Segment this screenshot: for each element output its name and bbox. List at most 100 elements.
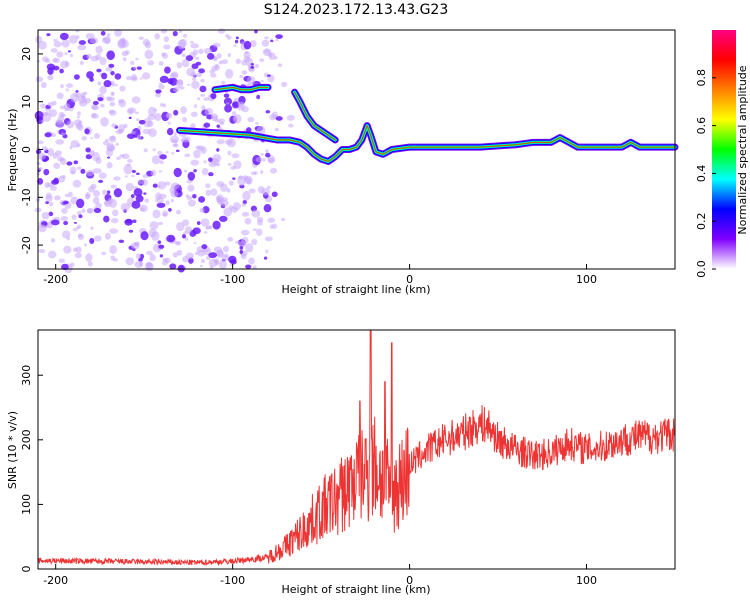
spectrogram-noise-blob — [73, 74, 80, 80]
spectrogram-noise-blob — [256, 94, 261, 100]
spectrogram-noise-blob — [263, 72, 269, 78]
spectrogram-noise-blob — [111, 83, 115, 87]
spectrogram-y-ticks: -20 -10 0 10 20 — [20, 47, 43, 254]
spectrogram-noise-blob — [53, 38, 58, 42]
spectrogram-noise-blob — [78, 120, 83, 124]
spectrogram-noise-blob — [78, 40, 86, 46]
spectrogram-noise-blob — [84, 128, 90, 135]
spectrogram-noise-blob — [201, 167, 209, 176]
spectrogram-noise-blob — [241, 106, 249, 113]
spectrogram-noise-blob — [288, 123, 294, 128]
spectrogram-noise-blob — [103, 80, 112, 88]
spectrogram-noise-blob — [59, 158, 67, 166]
spectrogram-noise-blob — [92, 100, 99, 106]
spectrogram-noise-blob — [89, 237, 95, 244]
spectrogram-noise-blob — [111, 91, 115, 95]
spectrogram-noise-blob — [208, 157, 213, 163]
spectrogram-noise-blob — [138, 119, 146, 125]
spectrogram-noise-blob — [58, 111, 65, 118]
spectrogram-noise-blob — [154, 33, 161, 40]
spectrogram-noise-blob — [51, 179, 59, 185]
spectrogram-noise-blob — [189, 40, 194, 44]
spectrogram-noise-blob — [208, 172, 214, 177]
spectrogram-noise-blob — [55, 139, 65, 145]
colorbar-tick-label: 0.2 — [695, 212, 708, 230]
spectrogram-y-tick-label: 10 — [20, 95, 33, 109]
spectrogram-noise-blob — [135, 118, 140, 121]
spectrogram-noise-blob — [267, 157, 275, 163]
spectrogram-noise-blob — [176, 249, 183, 256]
spectrogram-noise-blob — [261, 188, 271, 196]
snr-y-tick-label: 300 — [20, 365, 33, 386]
spectrogram-noise-blob — [201, 244, 208, 250]
spectrogram-noise-blob — [121, 50, 129, 57]
spectrogram-noise-blob — [195, 145, 202, 150]
spectrogram-noise-blob — [235, 240, 241, 244]
spectrogram-noise-blob — [109, 228, 119, 234]
spectrogram-noise-blob — [214, 64, 220, 71]
spectrogram-x-axis-label: Height of straight line (km) — [281, 283, 430, 296]
spectrogram-noise-blob — [144, 198, 149, 203]
spectrogram-noise-blob — [260, 170, 264, 175]
spectrogram-noise-blob — [172, 30, 178, 37]
spectrogram-noise-blob — [101, 37, 111, 44]
spectrogram-noise-blob — [63, 245, 72, 254]
spectrogram-noise-blob — [123, 164, 133, 175]
spectrogram-noise-blob — [83, 243, 88, 247]
spectrogram-tone-trace — [179, 125, 676, 162]
spectrogram-noise-blob — [144, 262, 154, 272]
colorbar-tick-label: 0.8 — [695, 69, 708, 87]
spectrogram-noise-blob — [67, 191, 73, 198]
spectrogram-noise-blob — [181, 59, 190, 68]
spectrogram-noise-blob — [265, 149, 269, 153]
snr-panel: -200 -100 0 100 0 100 200 300 Height of straig… — [6, 329, 676, 596]
spectrogram-noise-blob — [138, 257, 143, 262]
spectrogram-noise-blob — [159, 154, 167, 160]
spectrogram-noise-blob — [265, 152, 271, 158]
spectrogram-noise-blob — [159, 254, 164, 258]
spectrogram-noise-blob — [92, 168, 102, 174]
spectrogram-noise-blob — [155, 89, 162, 94]
spectrogram-noise-blob — [86, 71, 94, 79]
spectrogram-noise-blob — [232, 202, 242, 211]
spectrogram-noise-blob — [200, 78, 205, 83]
spectrogram-noise-blob — [37, 177, 44, 185]
spectrogram-noise-blob — [114, 29, 122, 37]
spectrogram-noise-blob — [63, 200, 69, 205]
spectrogram-noise-blob — [69, 145, 73, 150]
spectrogram-noise-blob — [113, 176, 121, 181]
spectrogram-noise-blob — [44, 132, 52, 138]
spectrogram-noise-blob — [38, 248, 46, 254]
spectrogram-noise-blob — [269, 167, 278, 174]
spectrogram-x-tick-label: -100 — [220, 273, 245, 286]
spectrogram-noise-blob — [269, 224, 274, 229]
spectrogram-noise-blob — [108, 135, 117, 143]
spectrogram-noise-blob — [203, 122, 211, 128]
spectrogram-noise-blob — [148, 128, 157, 138]
spectrogram-noise-blob — [256, 219, 264, 226]
spectrogram-noise-blob — [159, 75, 169, 84]
spectrogram-diagonal-trace — [294, 91, 336, 141]
spectrogram-noise-blob — [267, 74, 271, 77]
spectrogram-noise-blob — [37, 224, 47, 233]
spectrogram-noise-blob — [172, 86, 180, 93]
spectrogram-noise-blob — [227, 163, 232, 166]
spectrogram-noise-blob — [195, 72, 203, 78]
spectrogram-noise-blob — [47, 67, 54, 75]
spectrogram-noise-blob — [109, 101, 116, 107]
spectrogram-noise-blob — [64, 61, 70, 67]
spectrogram-noise-blob — [241, 236, 249, 245]
spectrogram-noise-blob — [286, 114, 295, 121]
spectrogram-noise-blob — [206, 53, 215, 60]
spectrogram-noise-blob — [144, 49, 154, 60]
spectrogram-noise-blob — [198, 68, 205, 74]
snr-y-tick-label: 100 — [20, 494, 33, 515]
spectrogram-noise-blob — [208, 252, 218, 259]
spectrogram-noise-blob — [35, 149, 42, 155]
spectrogram-noise-blob — [243, 40, 252, 50]
spectrogram-noise-blob — [220, 183, 228, 192]
spectrogram-noise-blob — [198, 48, 204, 55]
spectrogram-noise-blob — [246, 180, 252, 185]
spectrogram-noise-blob — [81, 208, 86, 214]
